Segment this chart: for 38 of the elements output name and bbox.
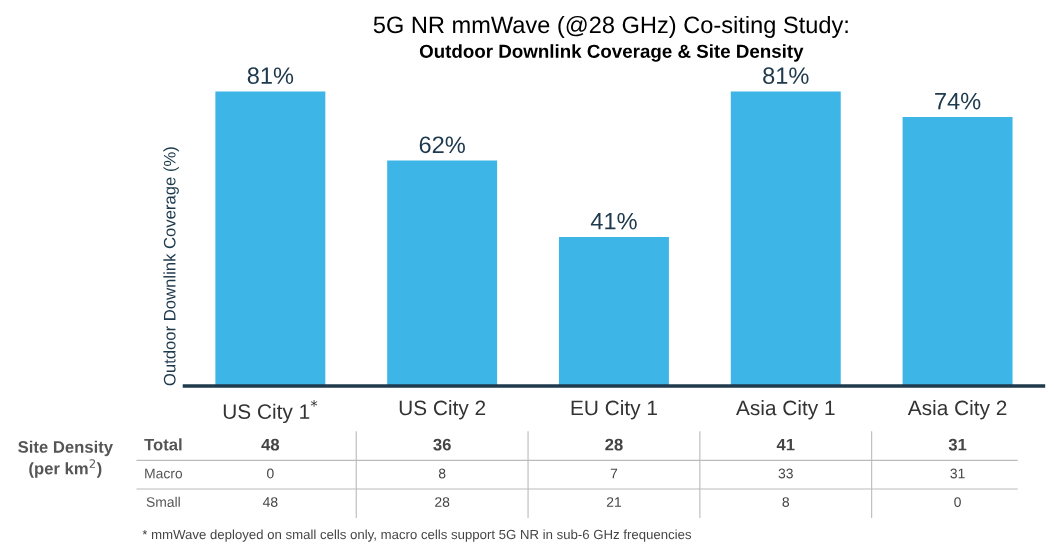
text: 8 <box>782 497 790 507</box>
text: 31 <box>948 438 967 451</box>
text: 31 <box>950 468 965 479</box>
text: 8 <box>438 468 446 479</box>
bar <box>902 116 1013 387</box>
data-label: 74% <box>935 92 981 110</box>
x-tick-label: EU City 1 <box>571 399 657 420</box>
data-label: 41% <box>590 212 637 230</box>
chart-subtitle: Outdoor Downlink Coverage & Site Density <box>419 44 804 62</box>
text: Total <box>144 438 182 451</box>
text: 0 <box>954 497 961 507</box>
chart-title: 5G NR mmWave (@28 GHz) Co-siting Study: <box>373 15 848 38</box>
text: 36 <box>433 438 451 451</box>
text: 28 <box>435 497 450 507</box>
x-tick-label: Asia City 1 <box>736 399 835 420</box>
bar <box>730 91 841 387</box>
text: 28 <box>605 438 623 451</box>
bar <box>387 160 498 387</box>
bar <box>558 236 669 387</box>
data-label: 81% <box>763 67 809 85</box>
text: 7 <box>610 468 618 479</box>
text: Site Density (per km$^{2}$) <box>18 440 113 478</box>
data-label: 81% <box>247 67 294 85</box>
text: 41 <box>776 438 795 451</box>
text: 33 <box>778 468 793 479</box>
text: * mmWave deployed on small cells only, macro cells support 5G NR in sub-6 GHz frequencies <box>142 529 692 542</box>
text: 48 <box>261 438 280 451</box>
text: 48 <box>262 497 278 507</box>
x-tick-label: US City 1$^{*}$ <box>223 399 318 424</box>
text: 0 <box>267 468 274 479</box>
text: 21 <box>606 497 621 507</box>
text: Macro <box>145 468 183 479</box>
bar <box>215 91 326 387</box>
x-tick-label: Asia City 2 <box>907 399 1007 420</box>
y-axis-title: Outdoor Downlink Coverage (%) <box>163 147 179 386</box>
data-label: 62% <box>419 136 465 154</box>
text: Small <box>146 496 180 507</box>
x-tick-label: US City 2 <box>399 399 486 420</box>
